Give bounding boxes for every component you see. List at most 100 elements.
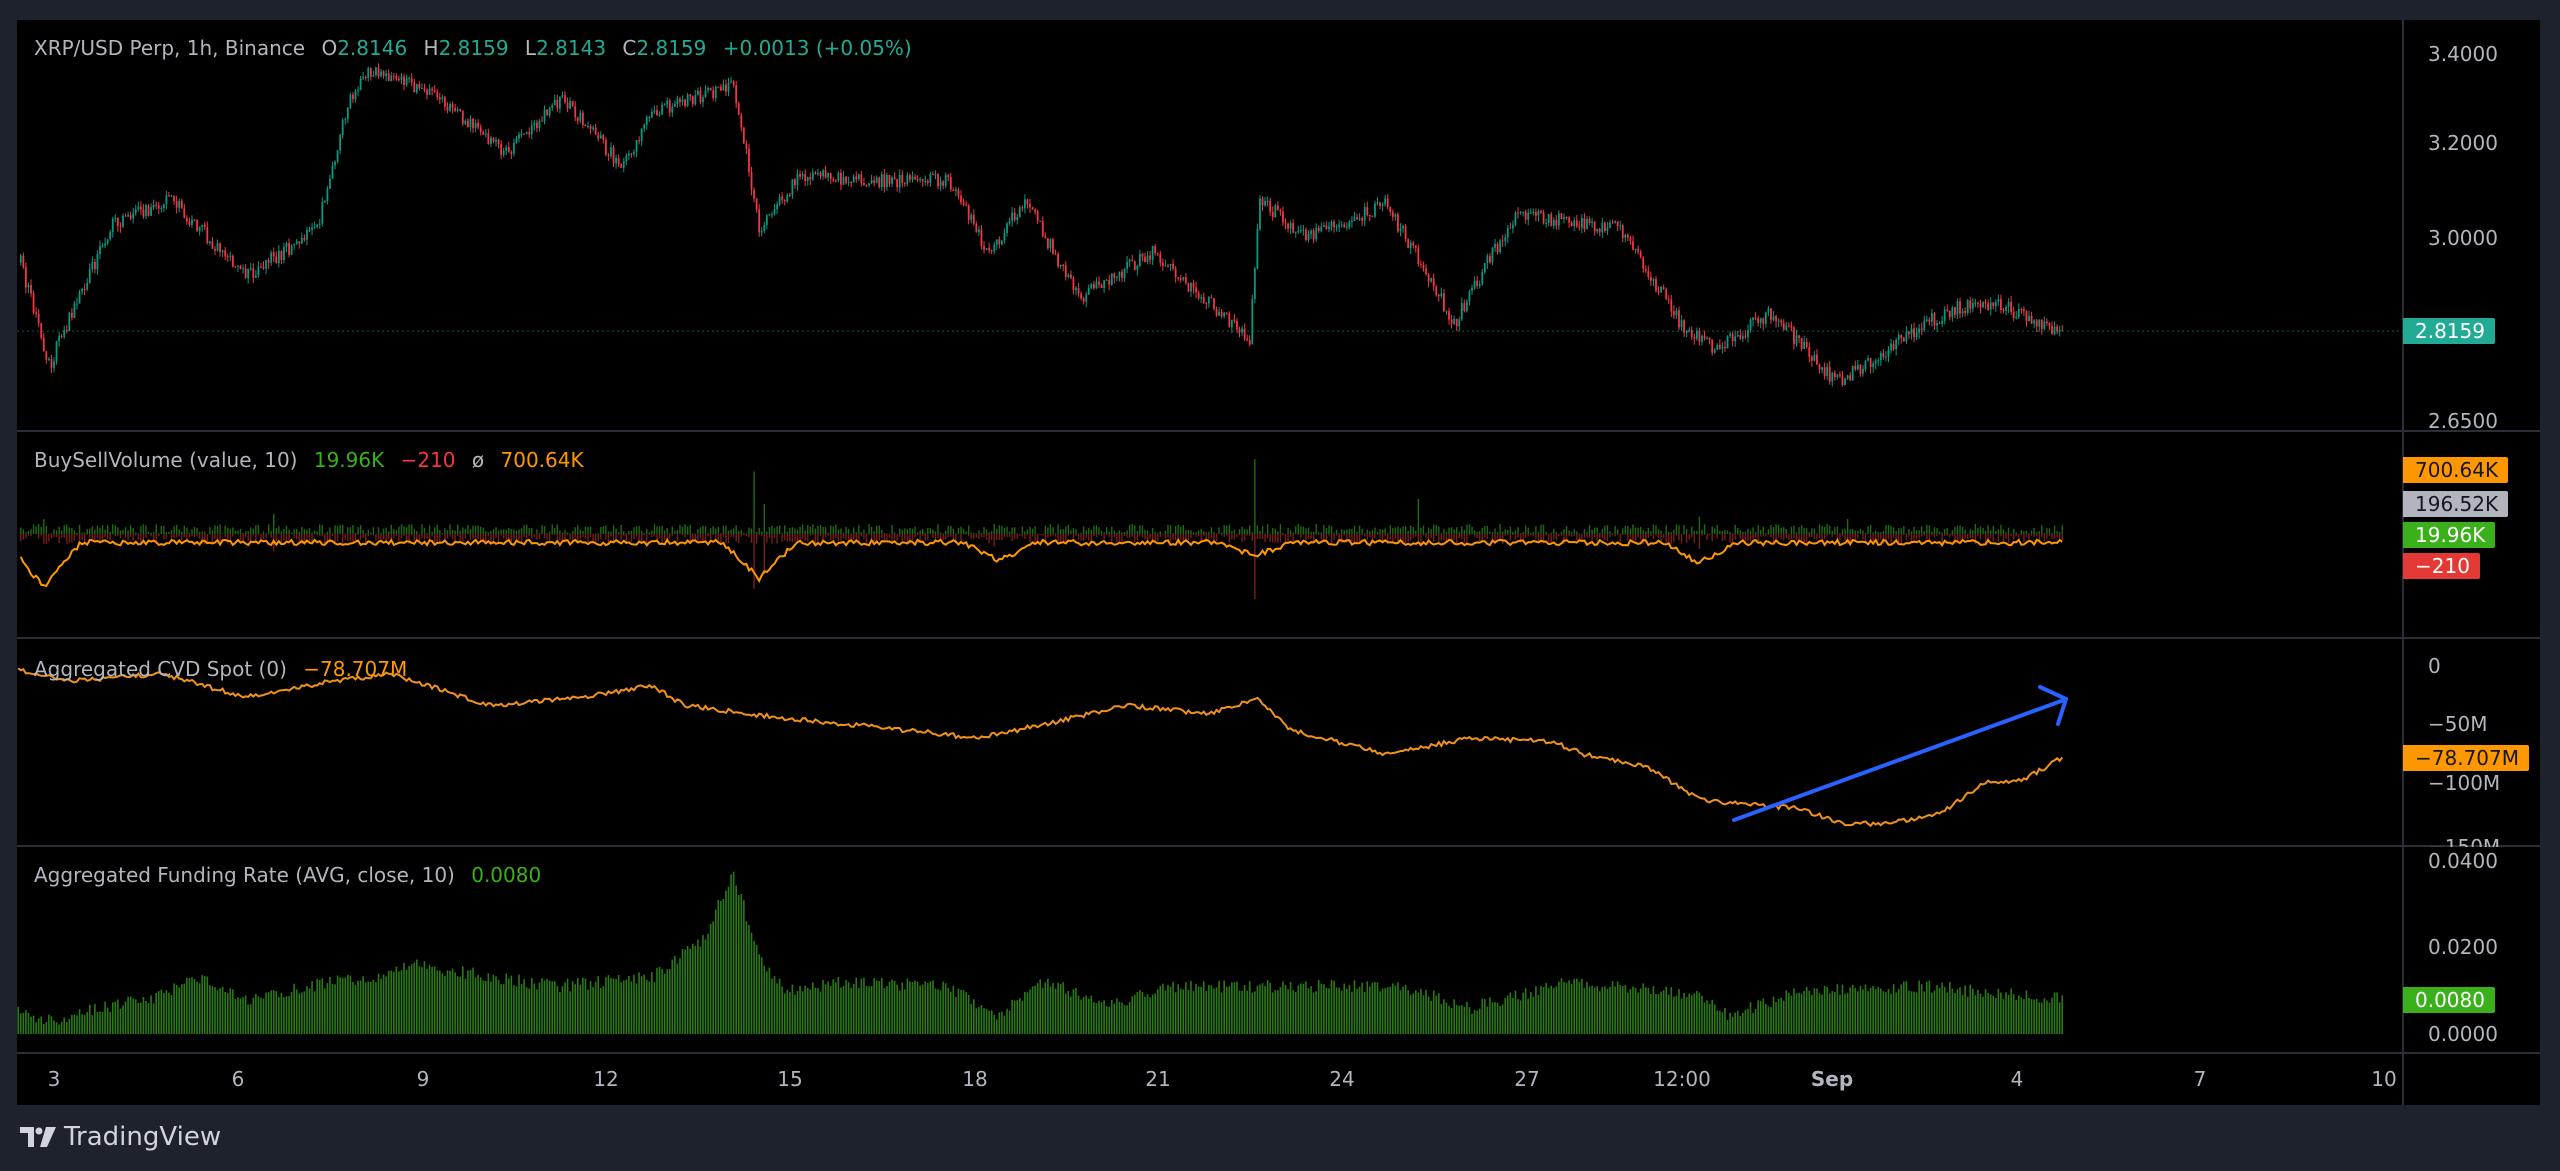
candle-body	[58, 335, 61, 342]
funding-bar	[1632, 986, 1634, 1034]
candle-body	[530, 125, 533, 135]
funding-bar	[1072, 989, 1075, 1034]
candle-body	[500, 144, 503, 155]
funding-bar	[995, 1019, 998, 1034]
candle-body	[1900, 334, 1903, 339]
funding-bar	[441, 973, 444, 1034]
funding-bar	[462, 966, 464, 1034]
funding-bar	[226, 993, 229, 1034]
funding-bar	[1047, 978, 1049, 1034]
funding-bar	[1604, 986, 1606, 1034]
funding-bar	[101, 1012, 104, 1034]
funding-bar	[789, 992, 791, 1034]
trend-arrow-line[interactable]	[1732, 698, 2066, 822]
funding-bar	[850, 987, 852, 1034]
funding-bar	[1726, 1020, 1729, 1034]
funding-bar	[829, 985, 832, 1034]
funding-bar	[1136, 992, 1139, 1034]
candle-body	[1749, 320, 1752, 331]
candle-body	[995, 239, 998, 245]
candle-body	[714, 86, 717, 99]
funding-bar	[1851, 984, 1854, 1034]
candle-body	[985, 248, 988, 250]
candle-body	[99, 246, 101, 255]
funding-bar	[1504, 997, 1507, 1034]
candle-body	[1586, 219, 1588, 230]
candle-body	[1384, 198, 1387, 205]
candle-body	[37, 313, 40, 324]
funding-bar	[712, 921, 714, 1034]
candle-body	[137, 206, 140, 210]
candle-body	[640, 128, 643, 142]
funding-bar	[559, 991, 561, 1034]
candle-body	[1583, 218, 1586, 230]
funding-bar	[219, 988, 221, 1034]
funding-bar	[1616, 981, 1619, 1034]
funding-bar	[1225, 986, 1228, 1034]
funding-bar	[1238, 990, 1241, 1034]
funding-bar	[1583, 988, 1586, 1034]
funding-bar	[439, 970, 441, 1034]
funding-bar	[1039, 979, 1042, 1034]
candle-body	[515, 138, 518, 143]
funding-bar	[891, 979, 893, 1034]
funding-bar	[855, 977, 858, 1034]
funding-bar	[1494, 1002, 1496, 1034]
funding-bar	[745, 921, 748, 1034]
funding-bar	[1501, 1004, 1504, 1034]
candle-body	[857, 174, 860, 180]
candle-body	[2002, 309, 2005, 312]
funding-bar	[988, 1010, 990, 1034]
time-label: 6	[231, 1067, 245, 1091]
funding-legend[interactable]: Aggregated Funding Rate (AVG, close, 10)…	[34, 863, 551, 887]
funding-bar	[1770, 1006, 1772, 1034]
funding-bar	[1445, 1002, 1448, 1034]
candle-body	[423, 87, 426, 90]
candle-body	[975, 223, 978, 233]
funding-bar	[78, 1009, 81, 1034]
funding-bar	[663, 973, 666, 1034]
funding-bar	[270, 990, 272, 1034]
candle-body	[1333, 221, 1335, 228]
funding-bar	[510, 975, 513, 1034]
funding-bar	[702, 935, 704, 1034]
funding-bar	[191, 977, 193, 1034]
cvd-legend[interactable]: Aggregated CVD Spot (0) −78.707M	[34, 657, 417, 681]
candle-body	[1609, 222, 1611, 228]
candle-body	[635, 140, 638, 152]
funding-bar	[1220, 992, 1223, 1034]
candle-body	[1325, 225, 1328, 230]
candle-body	[1386, 198, 1389, 207]
candle-body	[717, 86, 720, 88]
candle-body	[1110, 273, 1113, 285]
candle-body	[1041, 221, 1044, 237]
price-legend[interactable]: XRP/USD Perp, 1h, Binance O2.8146 H2.815…	[34, 36, 922, 60]
funding-bar	[717, 899, 720, 1034]
funding-bar	[1647, 987, 1650, 1034]
trend-arrow-drawing[interactable]	[1732, 685, 2068, 822]
candle-body	[242, 268, 244, 270]
funding-bar	[464, 978, 467, 1034]
candle-body	[1123, 268, 1126, 278]
funding-bar	[357, 980, 359, 1034]
candle-body	[2048, 323, 2051, 327]
funding-tick: 0.0000	[2428, 1022, 2498, 1046]
candle-body	[799, 173, 801, 177]
funding-bar	[175, 985, 178, 1034]
funding-bar	[1805, 986, 1808, 1034]
candle-body	[86, 282, 89, 290]
candle-body	[1471, 287, 1473, 291]
funding-bar	[1757, 1000, 1759, 1034]
candle-body	[842, 176, 845, 185]
candle-body	[553, 99, 556, 106]
candle-body	[1353, 217, 1356, 221]
funding-bar	[587, 989, 589, 1034]
candle-body	[1959, 301, 1961, 314]
tradingview-logo[interactable]: TradingView	[20, 1122, 221, 1152]
volume-legend[interactable]: BuySellVolume (value, 10) 19.96K −210 ø …	[34, 448, 594, 472]
candle-body	[1649, 277, 1652, 281]
candle-body	[788, 195, 791, 197]
candle-body	[742, 127, 745, 144]
candle-body	[1757, 318, 1760, 323]
